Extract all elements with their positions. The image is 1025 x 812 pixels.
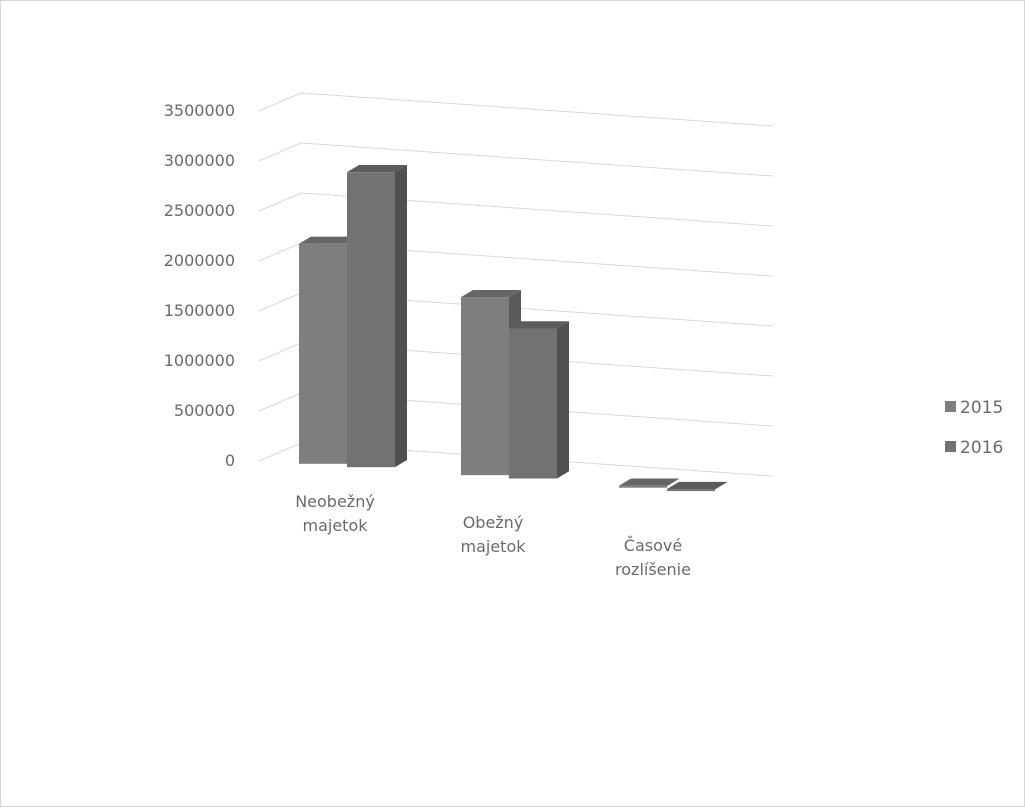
bar-top: [461, 289, 521, 298]
y-tick-label: 3000000: [164, 151, 235, 170]
y-tick-label: 2000000: [164, 251, 235, 270]
bar-top: [509, 321, 569, 329]
gridline: [258, 142, 774, 177]
bar-top: [347, 164, 407, 173]
y-tick-label: 3500000: [164, 101, 235, 120]
category-label-1-line-0: Obežný: [463, 513, 524, 532]
y-tick-label: 500000: [174, 401, 235, 420]
legend-swatch-2016: [945, 441, 956, 452]
bar-side: [715, 481, 727, 490]
category-labels: Neobežný majetok Obežný majetok Časové rozlíš…: [295, 492, 691, 579]
legend: 2015 2016: [945, 398, 1003, 458]
bar-2016-0: [347, 164, 407, 468]
bar-2015-2: [619, 478, 679, 488]
category-label-0-line-0: Neobežný: [295, 492, 375, 511]
bar-top: [299, 236, 359, 244]
bar-side: [395, 164, 407, 468]
legend-item-2016: 2016: [945, 438, 1003, 458]
y-tick-label: 1000000: [164, 351, 235, 370]
bar-front: [299, 243, 347, 464]
y-tick-label: 0: [225, 451, 235, 470]
bar-front: [509, 328, 557, 479]
category-label-2-line-1: rozlíšenie: [615, 560, 691, 579]
legend-item-2015: 2015: [945, 398, 1003, 418]
bar-top: [619, 478, 679, 486]
bar-2016-1: [509, 321, 569, 479]
bar-side: [667, 478, 679, 487]
y-tick-label: 1500000: [164, 301, 235, 320]
bar-front: [347, 172, 395, 468]
y-tick-label: 2500000: [164, 201, 235, 220]
bar-front: [619, 485, 667, 488]
gridline: [258, 92, 774, 127]
category-label-1-line-1: majetok: [460, 537, 526, 556]
bar-side: [557, 321, 569, 479]
bar-front: [667, 489, 715, 492]
bar-front: [461, 297, 509, 476]
bar-top: [667, 481, 727, 490]
category-label-0-line-1: majetok: [302, 516, 368, 535]
legend-label-2015: 2015: [960, 398, 1003, 418]
category-label-2-line-0: Časové: [624, 536, 682, 555]
bars-layer: [299, 164, 727, 492]
y-tick-labels: 3500000 3000000 2500000 2000000 1500000 10000…: [164, 101, 235, 470]
bar-2016-2: [667, 481, 727, 492]
legend-swatch-2015: [945, 401, 956, 412]
legend-label-2016: 2016: [960, 438, 1003, 458]
gridline: [258, 192, 774, 227]
